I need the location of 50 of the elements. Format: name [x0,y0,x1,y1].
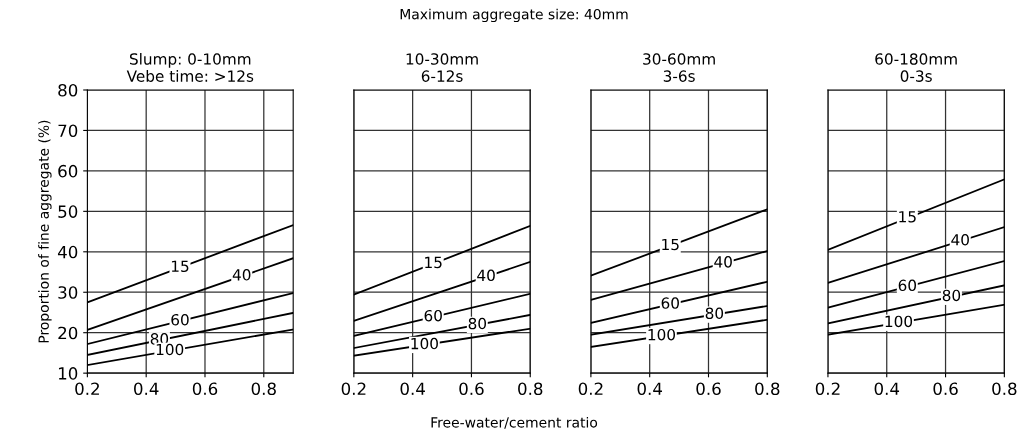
x-tick-label: 0.4 [134,382,159,396]
chart-title: 30-60mm 3-6s [643,53,715,82]
x-tick-label: 0.4 [400,382,425,396]
y-tick-label: 40 [57,245,78,259]
series-label: 40 [714,256,732,268]
text: Maximum aggregate size: 40mm [400,8,628,23]
x-tick-label: 0.2 [578,382,603,396]
y-tick-label: 50 [58,205,78,218]
x-tick-label: 0.6 [933,382,958,396]
chart-title: Slump: 0-10mm Vebe time: >12s [126,52,254,82]
y-tick-label: 10 [58,367,78,380]
series-label: 60 [898,279,917,292]
series-label: 40 [951,233,969,246]
series-label: 40 [232,269,251,281]
x-tick-label: 0.6 [696,382,721,396]
series-label: 60 [661,297,679,309]
series-label: 15 [425,256,442,269]
series-label: 80 [705,307,724,320]
x-tick-label: 0.4 [637,382,663,396]
series-label: 15 [899,211,916,223]
series-label: 40 [477,269,495,282]
series-label: 15 [171,260,189,273]
text: Free-water/cement ratio [431,416,598,429]
x-tick-label: 0.2 [75,382,99,396]
x-tick-label: 0.6 [459,382,484,396]
y-tick-label: 60 [58,164,78,178]
series-label: 80 [468,317,487,330]
chart-title: 10-30mm 6-12s [406,53,478,82]
y-tick-label: 70 [58,124,78,138]
y-tick-label: 80 [58,83,78,97]
x-tick-label: 0.8 [518,382,543,396]
x-tick-label: 0.6 [192,382,218,396]
y-tick-label: 30 [58,286,78,299]
x-tick-label: 0.2 [815,382,840,396]
x-tick-label: 0.8 [992,382,1017,396]
x-tick-label: 0.4 [874,382,900,396]
series-label: 100 [648,328,676,341]
x-tick-label: 0.8 [755,382,780,396]
chart-title: 60-180mm 0-3s [875,53,957,82]
series-label: 80 [942,289,961,302]
y-axis-title: Proportion of fine aggregate (%) [38,120,52,343]
series-label: 15 [662,238,679,251]
series-label: 60 [171,313,189,326]
series-label: 100 [411,337,438,350]
series-label: 60 [424,309,442,322]
x-tick-label: 0.2 [341,382,366,396]
series-label: 100 [156,343,184,356]
series-label: 100 [885,315,913,328]
x-tick-label: 0.8 [251,382,276,396]
y-tick-label: 20 [58,326,78,340]
